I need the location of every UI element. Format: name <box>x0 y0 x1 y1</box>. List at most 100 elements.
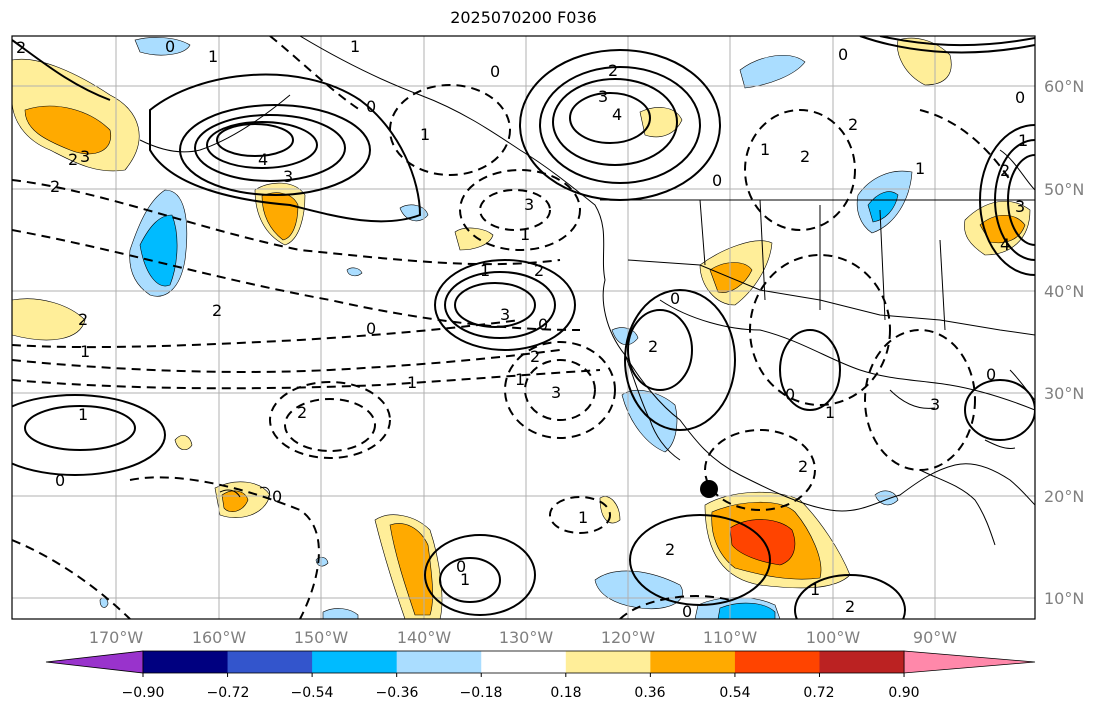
contour-label: 3 <box>500 305 510 324</box>
colorbar-extend-low <box>45 650 144 674</box>
contour-label: 4 <box>258 150 268 169</box>
contour-label: 0 <box>838 45 848 64</box>
contour-label: 1 <box>760 140 770 159</box>
contour-label: 1 <box>420 125 430 144</box>
colorbar-tick-label: −0.36 <box>376 685 419 701</box>
contour-label: 1 <box>578 508 588 527</box>
lon-label: 170°W <box>89 628 144 647</box>
contour-label: 2 <box>534 261 544 280</box>
coastlines <box>139 36 1035 546</box>
contour-label: 1 <box>350 37 360 56</box>
contour-label: 0 <box>456 557 466 576</box>
contour-label: 1 <box>825 403 835 422</box>
colorbar-swatch <box>396 651 482 673</box>
colorbar-tick-label: 0.90 <box>888 685 919 701</box>
contour-label: 0 <box>670 289 680 308</box>
colorbar-tick-label: 0.72 <box>803 685 834 701</box>
contour-label: 2 <box>78 310 88 329</box>
lat-labels: 60°N 50°N 40°N 30°N 20°N 10°N <box>1044 77 1084 608</box>
contour-label: 0 <box>490 62 500 81</box>
chart-title: 2025070200 F036 <box>450 8 597 27</box>
colorbar-swatch <box>227 651 313 673</box>
contour-label: 1 <box>515 370 525 389</box>
contour-label: 0 <box>712 171 722 190</box>
colorbar-tick-label: −0.18 <box>460 685 503 701</box>
lat-label: 10°N <box>1044 589 1084 608</box>
contour-label: 2 <box>848 115 858 134</box>
lat-label: 50°N <box>1044 180 1084 199</box>
lon-label: 150°W <box>294 628 349 647</box>
contour-label: 2 <box>68 150 78 169</box>
contour-label: 2 <box>212 301 222 320</box>
colorbar-tick-label: −0.72 <box>207 685 250 701</box>
contour-label: 1 <box>407 373 417 392</box>
lon-label: 90°W <box>913 628 957 647</box>
contours-solid <box>12 36 1035 619</box>
lon-label: 100°W <box>806 628 861 647</box>
contour-label: 3 <box>930 395 940 414</box>
contour-label: 1 <box>1018 131 1028 150</box>
contour-label: 3 <box>551 383 561 402</box>
plot-content: 2 0 1 2 3 4 3 2 1 0 2 3 4 2 1 0 2 3 1 0 … <box>12 36 1035 621</box>
contour-label: 3 <box>1015 197 1025 216</box>
contour-label: 2 <box>800 147 810 166</box>
colorbar-tick-label: 0.18 <box>550 685 581 701</box>
colorbar-swatch <box>565 651 651 673</box>
colorbar-swatch <box>819 651 905 673</box>
contour-label: 0 <box>986 365 996 384</box>
contour-label: 2 <box>648 337 658 356</box>
lat-label: 60°N <box>1044 77 1084 96</box>
contour-label: 1 <box>915 159 925 178</box>
contour-label: 0 <box>366 97 376 116</box>
contour-label: 1 <box>80 342 90 361</box>
contour-label: 0 <box>538 315 548 334</box>
colorbar-extend-high <box>903 650 1036 674</box>
colorbar-swatch <box>312 651 398 673</box>
contour-label: 0 <box>682 602 692 621</box>
lat-label: 20°N <box>1044 487 1084 506</box>
contour-label: 1 <box>78 405 88 424</box>
contour-label: 4 <box>1000 235 1010 254</box>
contour-labels: 2 0 1 2 3 4 3 2 1 0 2 3 4 2 1 0 2 3 1 0 … <box>16 37 1028 621</box>
lon-label: 140°W <box>397 628 452 647</box>
colorbar <box>45 650 1036 677</box>
contour-label: 2 <box>665 540 675 559</box>
contour-label: 2 <box>297 403 307 422</box>
contour-label: 1 <box>208 47 218 66</box>
contours-dashed <box>12 36 1011 619</box>
contour-label: 1 <box>480 261 490 280</box>
contour-label: 2 <box>1000 161 1010 180</box>
colorbar-swatch <box>734 651 820 673</box>
contour-label: 2 <box>50 177 60 196</box>
colorbar-swatch <box>143 651 229 673</box>
contour-label: 2 <box>845 597 855 616</box>
contour-label: 4 <box>612 105 622 124</box>
lon-label: 160°W <box>192 628 247 647</box>
colorbar-swatch <box>650 651 736 673</box>
lon-label: 130°W <box>499 628 554 647</box>
contour-label: 2 <box>608 61 618 80</box>
contour-label: 3 <box>598 87 608 106</box>
colorbar-frame <box>142 650 905 674</box>
colorbar-swatch <box>481 651 567 673</box>
colorbar-tick-label: −0.90 <box>122 685 165 701</box>
contour-label: 2 <box>530 347 540 366</box>
lon-label: 120°W <box>601 628 656 647</box>
lat-label: 40°N <box>1044 282 1084 301</box>
colorbar-tick-label: 0.36 <box>634 685 665 701</box>
contour-label: 3 <box>80 147 90 166</box>
contour-label: 0 <box>272 487 282 506</box>
lon-labels: 170°W 160°W 150°W 140°W 130°W 120°W 110°… <box>89 628 957 647</box>
contour-label: 0 <box>165 37 175 56</box>
lon-label: 110°W <box>703 628 758 647</box>
contour-label: 1 <box>520 225 530 244</box>
colorbar-tick-label: 0.54 <box>719 685 750 701</box>
plot-frame <box>11 35 1036 620</box>
colorbar-tick-label: −0.54 <box>291 685 334 701</box>
colorbar-labels: −0.90 −0.72 −0.54 −0.36 −0.18 0.18 0.36 … <box>122 685 920 701</box>
contour-label: 3 <box>524 195 534 214</box>
contour-label: 0 <box>1015 88 1025 107</box>
contour-label: 0 <box>785 385 795 404</box>
contour-label: 1 <box>810 580 820 599</box>
